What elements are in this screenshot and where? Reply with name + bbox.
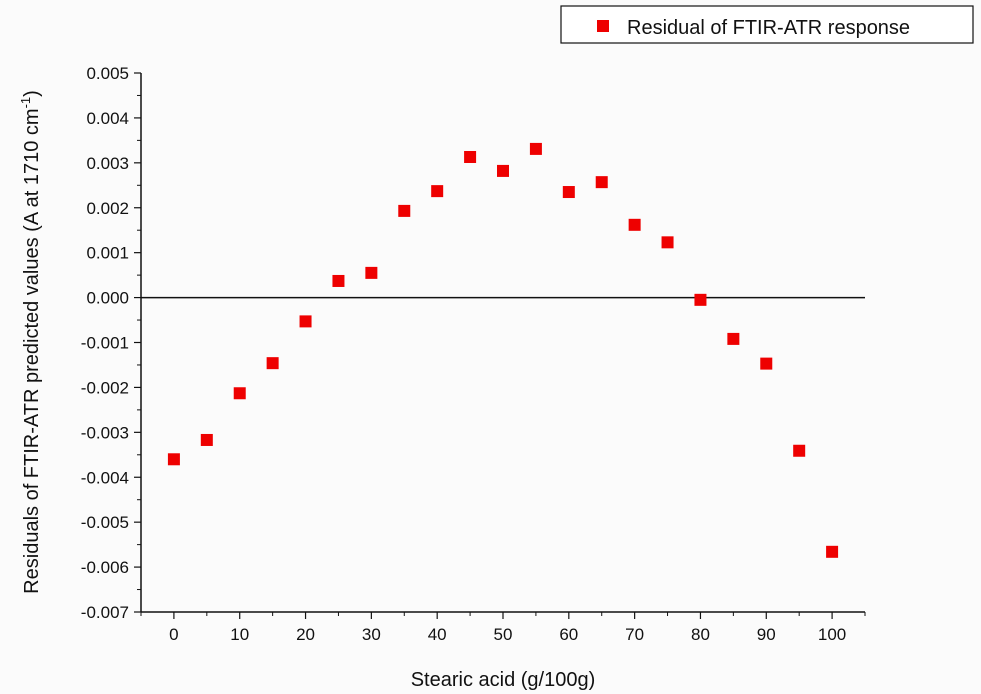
data-point [661,236,674,249]
legend-marker [597,20,609,32]
legend-box [560,5,974,44]
x-tick-label: 40 [428,625,447,644]
y-axis-title: Residuals of FTIR-ATR predicted values (… [18,90,43,594]
data-point [266,357,279,370]
x-tick-label: 50 [494,625,513,644]
x-tick-label: 20 [296,625,315,644]
x-axis-ticks: 0 10 20 30 40 50 60 70 80 90 100 [140,612,866,644]
y-axis-title-main: Residuals of FTIR-ATR predicted values (… [21,108,43,593]
y-tick-label: 0.004 [86,109,129,128]
data-point [760,357,773,370]
y-axis-title-suffix: ) [21,90,43,97]
data-point [793,444,806,457]
data-point [233,387,246,400]
y-tick-label: 0.001 [86,244,129,263]
legend-label: Residual of FTIR-ATR response [627,17,910,39]
data-point [200,433,213,446]
data-point [398,204,411,217]
data-point [826,545,839,558]
y-tick-label: -0.006 [81,558,129,577]
data-point [431,185,444,198]
x-tick-label: 0 [169,625,178,644]
x-tick-label: 80 [691,625,710,644]
data-point [464,150,477,163]
legend: Residual of FTIR-ATR response [560,5,974,44]
data-point [167,453,180,466]
x-tick-label: 30 [362,625,381,644]
x-tick-label: 60 [559,625,578,644]
data-point [595,176,608,189]
y-axis-title-superscript: -1 [18,97,33,109]
data-point [365,266,378,279]
y-tick-label: -0.001 [81,334,129,353]
y-tick-label: 0.005 [86,64,129,83]
data-point [727,332,740,345]
y-tick-label: -0.002 [81,378,129,397]
y-tick-label: 0.000 [86,289,129,308]
x-tick-label: 90 [757,625,776,644]
y-tick-label: 0.003 [86,154,129,173]
x-axis-title: Stearic acid (g/100g) [411,669,596,691]
y-axis-ticks: 0.005 0.004 0.003 0.002 0.001 0.000 -0.001 -0.0… [81,64,141,622]
data-point [332,274,345,287]
axes [140,73,865,613]
y-tick-label: -0.005 [81,513,129,532]
x-tick-label: 100 [818,625,846,644]
data-points [167,142,839,558]
data-point [628,218,641,231]
data-point [497,164,509,177]
data-point [299,315,312,328]
y-tick-label: -0.007 [81,603,129,622]
data-point [562,186,575,199]
y-tick-label: 0.002 [86,199,129,218]
y-tick-label: -0.003 [81,423,129,442]
x-tick-label: 70 [625,625,644,644]
x-tick-label: 10 [230,625,249,644]
data-point [694,293,707,306]
y-tick-label: -0.004 [81,468,129,487]
data-point [529,142,542,155]
